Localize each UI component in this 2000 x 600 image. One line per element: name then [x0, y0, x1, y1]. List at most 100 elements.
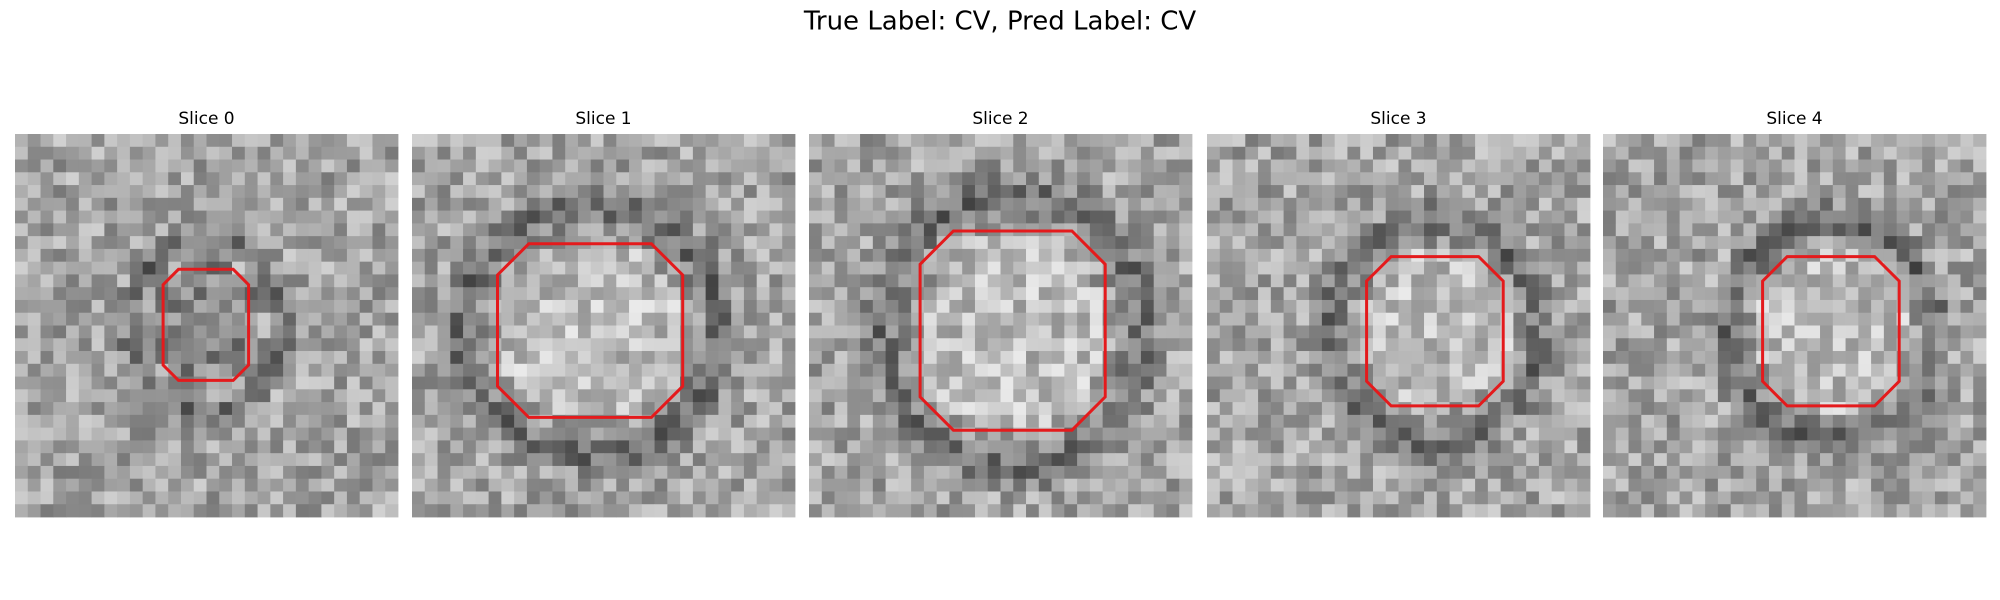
pixel: [974, 414, 989, 429]
pixel: [244, 236, 258, 250]
pixel: [78, 325, 92, 339]
pixel: [1013, 197, 1027, 211]
pixel: [962, 440, 976, 454]
pixel: [334, 134, 348, 148]
pixel: [1654, 274, 1668, 288]
pixel: [193, 363, 207, 377]
pixel: [1487, 338, 1502, 352]
pixel: [155, 453, 169, 467]
pixel: [590, 389, 604, 403]
pixel: [1153, 465, 1167, 480]
pixel: [463, 185, 477, 199]
pixel: [1089, 274, 1104, 288]
pixel: [987, 146, 1001, 160]
pixel: [718, 478, 732, 492]
contour: [1761, 255, 1901, 408]
pixel: [1641, 248, 1655, 263]
pixel: [514, 172, 528, 186]
pixel: [577, 491, 592, 505]
pixel: [295, 376, 310, 390]
pixel: [654, 363, 668, 377]
pixel: [359, 325, 373, 339]
pixel: [1449, 338, 1463, 352]
pixel: [603, 197, 617, 211]
pixel: [206, 440, 220, 454]
pixel: [488, 223, 502, 237]
pixel: [168, 402, 182, 416]
pixel: [193, 414, 207, 429]
pixel: [936, 197, 950, 211]
pixel: [129, 465, 144, 480]
pixel: [129, 363, 144, 377]
pixel: [1258, 478, 1272, 492]
pixel: [514, 185, 528, 199]
pixel: [1743, 504, 1757, 518]
pixel: [1258, 223, 1272, 237]
pixel: [437, 440, 451, 454]
pixel: [821, 389, 835, 403]
pixel: [1038, 185, 1052, 199]
pixel: [1000, 236, 1014, 250]
pixel: [488, 248, 502, 263]
pixel: [129, 172, 144, 186]
pixel: [1794, 465, 1808, 480]
pixel: [1858, 210, 1872, 224]
pixel: [117, 312, 131, 326]
pixel: [117, 363, 131, 377]
pixel: [372, 351, 386, 365]
pixel: [885, 274, 899, 288]
pixel: [283, 478, 297, 492]
pixel: [782, 440, 796, 454]
pixel: [424, 223, 438, 237]
pixel: [872, 185, 886, 199]
pixel: [552, 427, 566, 441]
pixel: [885, 236, 899, 250]
pixel: [1717, 402, 1732, 416]
pixel: [1883, 325, 1898, 339]
pixel: [641, 338, 655, 352]
pixel: [270, 261, 284, 275]
pixel: [1717, 440, 1732, 454]
pixel: [244, 159, 258, 173]
pixel: [641, 402, 655, 416]
pixel: [450, 134, 464, 148]
pixel: [1909, 223, 1923, 237]
pixel: [834, 274, 848, 288]
pixel: [1026, 325, 1040, 339]
pixel: [1679, 491, 1693, 505]
pixel: [936, 376, 950, 390]
pixel: [936, 325, 950, 339]
pixel: [1051, 210, 1065, 224]
pixel: [1385, 427, 1399, 441]
pixel: [1768, 427, 1783, 441]
pixel: [756, 299, 770, 314]
pixel: [1140, 325, 1155, 339]
pixel: [385, 210, 399, 224]
pixel: [142, 248, 156, 263]
pixel: [885, 465, 899, 480]
pixel: [539, 159, 553, 173]
pixel: [1871, 325, 1885, 339]
pixel: [129, 491, 144, 505]
pixel: [168, 440, 182, 454]
pixel: [1705, 325, 1719, 339]
pixel: [1309, 210, 1323, 224]
pixel: [1934, 504, 1949, 518]
pixel: [514, 287, 528, 301]
pixel: [654, 287, 668, 301]
pixel: [1462, 478, 1476, 492]
pixel: [501, 440, 515, 454]
pixel: [1232, 504, 1246, 518]
panel: [15, 134, 399, 518]
pixel: [1871, 210, 1885, 224]
pixel: [488, 453, 502, 467]
pixel: [860, 504, 874, 518]
pixel: [974, 312, 989, 326]
pixel: [1909, 248, 1923, 263]
pixel: [847, 146, 861, 160]
pixel: [1909, 236, 1923, 250]
pixel: [936, 440, 950, 454]
pixel: [743, 427, 758, 441]
pixel: [743, 299, 758, 314]
pixel: [1449, 134, 1463, 148]
